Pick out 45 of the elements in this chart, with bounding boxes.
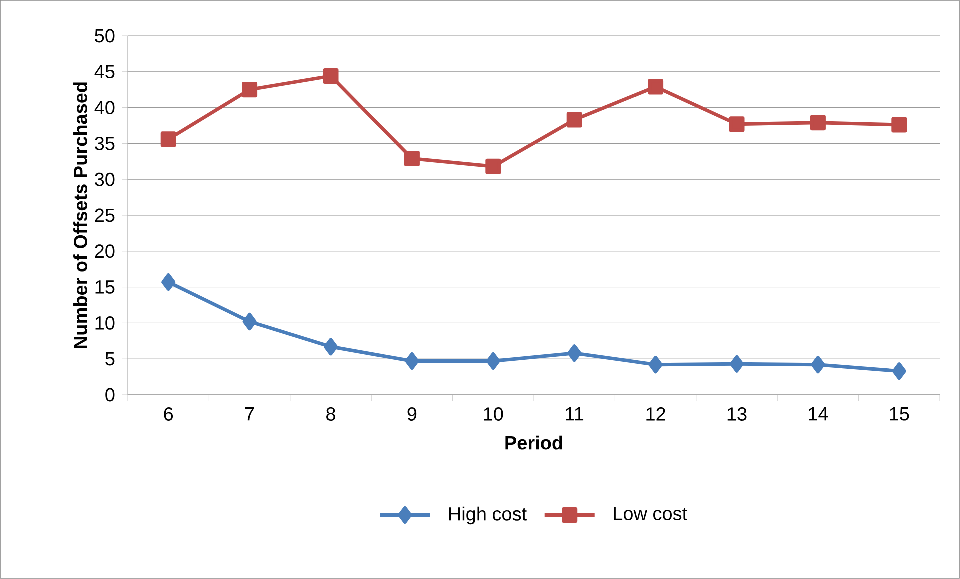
point — [729, 116, 745, 132]
point — [648, 356, 663, 374]
y-tick-label: 20 — [95, 244, 115, 258]
y-tick-label: 10 — [96, 316, 115, 330]
point — [568, 344, 582, 362]
x-axis-title: Period — [506, 436, 562, 450]
x-tick-label: 12 — [646, 408, 666, 421]
point — [566, 112, 582, 128]
point — [404, 151, 420, 167]
y-tick-label: 15 — [96, 280, 115, 294]
point — [810, 115, 826, 131]
point — [242, 313, 257, 331]
point — [323, 68, 339, 84]
point — [730, 355, 744, 373]
x-tick-label: 8 — [326, 408, 336, 421]
point — [160, 132, 176, 148]
point — [648, 79, 664, 95]
y-axis-title: Number of Offsets Purchased — [74, 82, 88, 348]
x-tick-label: 10 — [484, 408, 504, 421]
legend-label: Low cost — [614, 507, 688, 521]
y-tick-label: 45 — [94, 65, 115, 79]
y-tick-label: 5 — [106, 352, 115, 366]
y-tick-label: 35 — [95, 136, 115, 150]
x-tick-label: 6 — [164, 408, 174, 421]
x-tick-label: 13 — [728, 408, 747, 421]
point — [811, 356, 826, 374]
x-tick-label: 9 — [408, 408, 417, 421]
x-tick-label: 7 — [245, 408, 254, 421]
x-tick-label: 14 — [809, 408, 828, 421]
point — [892, 117, 908, 133]
legend-label: High cost — [449, 506, 527, 525]
y-tick-label: 0 — [106, 388, 115, 402]
point — [892, 362, 906, 380]
point — [486, 158, 502, 174]
x-tick-label: 15 — [890, 408, 910, 421]
y-tick-label: 40 — [94, 101, 115, 115]
y-tick-label: 30 — [95, 172, 115, 186]
y-tick-label: 25 — [95, 208, 115, 222]
y-tick-label: 50 — [95, 29, 115, 43]
x-tick-label: 11 — [566, 408, 584, 421]
point — [486, 352, 500, 370]
point — [242, 82, 258, 98]
point — [162, 274, 176, 292]
point — [324, 338, 338, 356]
point — [405, 352, 420, 370]
